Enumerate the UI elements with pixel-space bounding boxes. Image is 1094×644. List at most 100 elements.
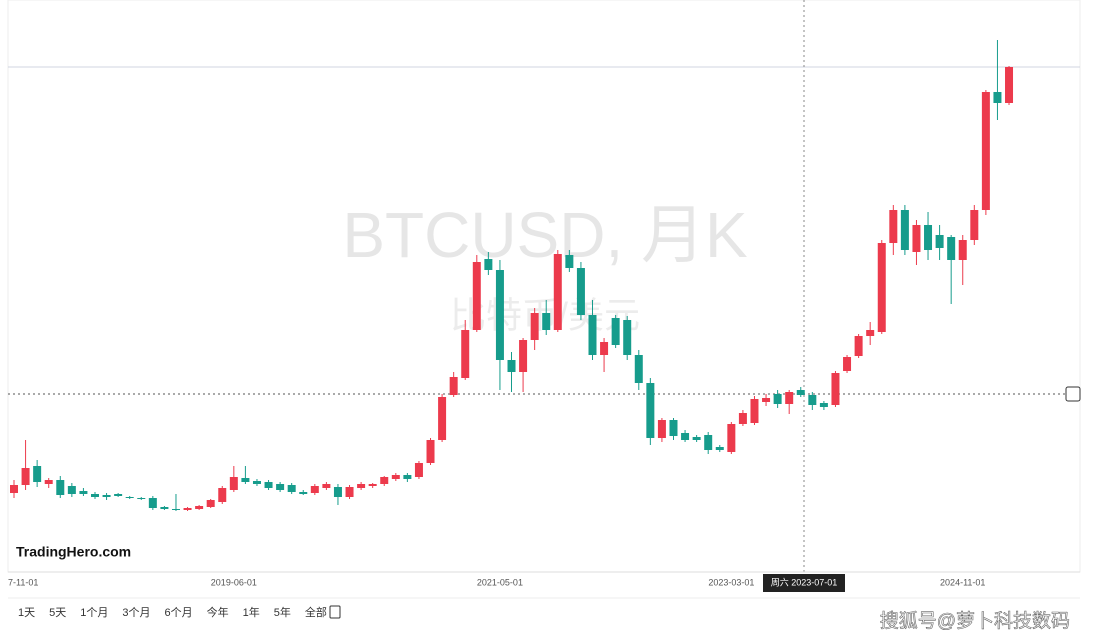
- candle-body: [634, 355, 643, 383]
- x-tick-label: 2024-11-01: [940, 577, 985, 587]
- candle-body: [160, 507, 169, 509]
- candle-body: [438, 397, 447, 440]
- x-tick-label: 2023-03-01: [708, 577, 754, 587]
- candle-body: [530, 313, 539, 340]
- toolbar: 1天 5天 1个月 3个月 6个月 今年 1年 5年 全部: [18, 605, 327, 619]
- candle-body: [218, 488, 227, 502]
- candle-body: [889, 210, 898, 243]
- candle-body: [426, 440, 435, 463]
- candle-body: [750, 399, 759, 423]
- candle-body: [958, 240, 967, 260]
- candle-body: [819, 403, 828, 407]
- candle-body: [403, 475, 412, 479]
- candle-body: [472, 262, 481, 330]
- candle-body: [79, 491, 88, 494]
- candle-body: [588, 315, 597, 355]
- x-tick-label: 2019-06-01: [211, 577, 257, 587]
- candle-body: [831, 373, 840, 405]
- range-button[interactable]: 3个月: [122, 606, 150, 619]
- candle-body: [287, 485, 296, 492]
- candle-body: [67, 486, 76, 494]
- candle-body: [762, 398, 771, 402]
- candle-body: [229, 477, 238, 490]
- candle-body: [56, 480, 65, 495]
- candle-body: [183, 508, 192, 510]
- candle-body: [681, 433, 690, 440]
- candle-body: [854, 336, 863, 356]
- candle-body: [553, 254, 562, 330]
- candle-body: [333, 487, 342, 497]
- range-button[interactable]: 1个月: [80, 606, 108, 619]
- candle-body: [611, 318, 620, 345]
- candle-body: [380, 477, 389, 484]
- watermark: 搜狐号@萝卜科技数码: [880, 610, 1070, 632]
- candle-body: [461, 330, 470, 378]
- candle-body: [33, 466, 42, 482]
- candle-body: [241, 478, 250, 482]
- candle-body: [206, 500, 215, 507]
- candle-body: [125, 497, 134, 498]
- candle-body: [345, 487, 354, 497]
- candle-body: [704, 435, 713, 450]
- candle-body: [276, 484, 285, 490]
- crosshair-box: [763, 574, 845, 592]
- range-button[interactable]: 全部: [305, 605, 327, 619]
- candle-body: [195, 506, 204, 509]
- calendar-icon[interactable]: [329, 605, 341, 619]
- candle-body: [877, 243, 886, 332]
- candle-body: [935, 235, 944, 248]
- candle-body: [669, 420, 678, 436]
- candle-body: [299, 492, 308, 494]
- range-button[interactable]: 6个月: [165, 606, 193, 619]
- range-button[interactable]: 5天: [49, 607, 66, 619]
- candle-body: [646, 383, 655, 438]
- candle-body: [507, 360, 516, 372]
- candle-body: [785, 392, 794, 404]
- candle-body: [495, 270, 504, 360]
- candle-body: [114, 494, 123, 496]
- range-button[interactable]: 1年: [243, 605, 260, 619]
- candle-body: [484, 259, 493, 270]
- candle-body: [10, 485, 18, 493]
- candle-body: [727, 424, 736, 452]
- candle-body: [1005, 67, 1014, 103]
- candle-body: [947, 237, 956, 260]
- range-button[interactable]: 5年: [274, 605, 291, 619]
- candle-body: [368, 484, 377, 486]
- candle-body: [796, 390, 805, 395]
- candle-body: [102, 495, 111, 497]
- candle-body: [738, 413, 747, 424]
- candle-body: [21, 468, 30, 485]
- candle-body: [252, 481, 261, 484]
- candles: [10, 40, 1014, 511]
- crosshair-label: 周六 2023-07-01: [771, 576, 838, 587]
- range-button[interactable]: 1天: [18, 607, 35, 619]
- candle-body: [866, 330, 875, 336]
- x-labels: 7-11-01 2019-06-01 2021-05-01 2023-03-01 202…: [8, 577, 985, 587]
- candle-body: [414, 463, 423, 477]
- candle-body: [322, 484, 331, 488]
- x-tick-label: 2021-05-01: [477, 577, 523, 587]
- candle-body: [171, 509, 180, 510]
- range-button[interactable]: 今年: [207, 605, 229, 619]
- candle-body: [773, 394, 782, 404]
- watermark-title: BTCUSD, 月K: [342, 199, 747, 271]
- candle-body: [357, 484, 366, 488]
- candle-body: [542, 313, 551, 330]
- candle-body: [264, 482, 273, 488]
- candle-body: [924, 225, 933, 250]
- candle-body: [657, 420, 666, 438]
- candle-body: [391, 475, 400, 479]
- candle-body: [148, 498, 157, 508]
- candle-body: [623, 320, 632, 355]
- candle-body: [912, 225, 921, 252]
- candle-body: [44, 480, 53, 484]
- candle-body: [565, 255, 574, 268]
- candle-body: [310, 486, 319, 493]
- axis-icon[interactable]: [1065, 386, 1081, 402]
- candle-body: [993, 92, 1002, 103]
- x-tick-label: 7-11-01: [8, 577, 38, 587]
- candle-body: [576, 268, 585, 315]
- candle-body: [600, 342, 609, 355]
